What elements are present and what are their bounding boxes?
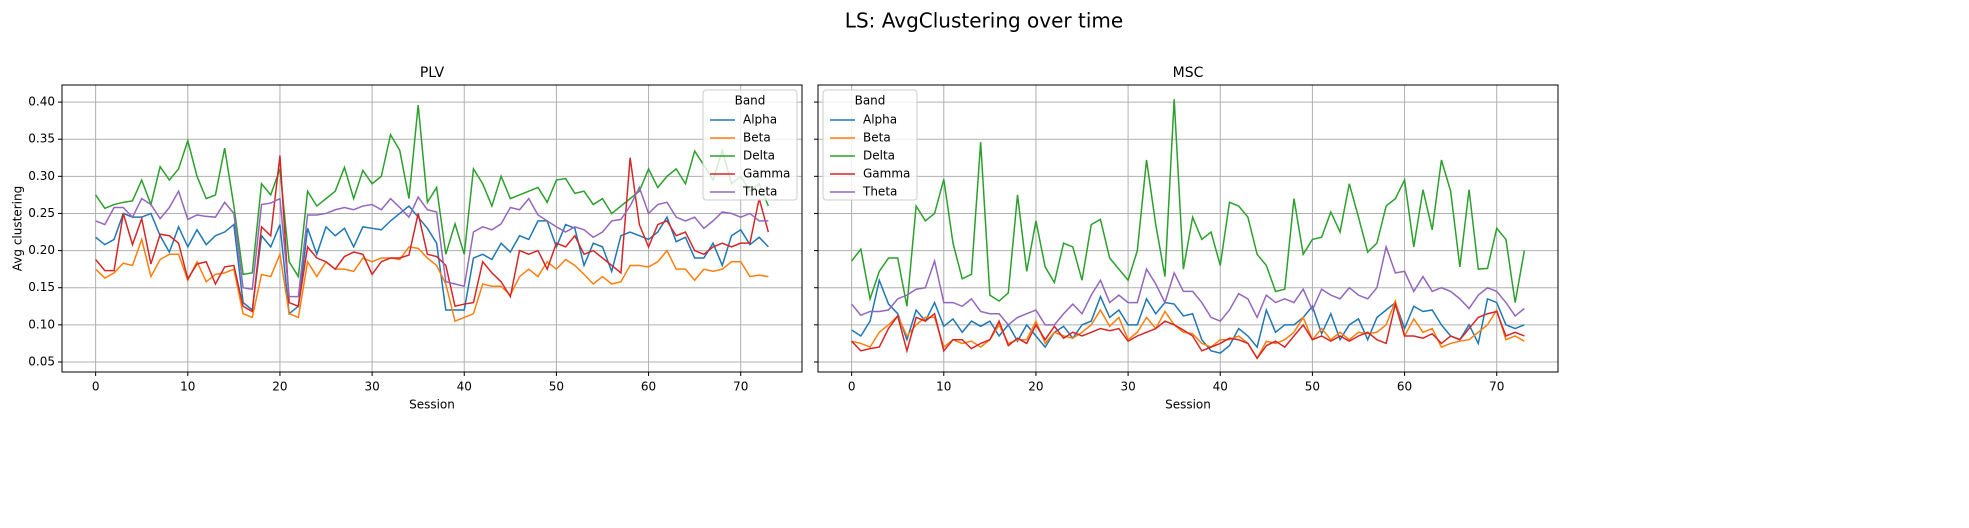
x-tick-label: 10 — [936, 380, 951, 394]
y-tick-label: 0.30 — [28, 169, 55, 183]
x-tick-label: 50 — [1305, 380, 1320, 394]
x-axis-label: Session — [1165, 398, 1211, 412]
x-tick-label: 0 — [92, 380, 100, 394]
legend-label: Beta — [743, 131, 771, 145]
axes-title: PLV — [420, 65, 445, 81]
figure-title: LS: AvgClustering over time — [845, 9, 1123, 33]
y-tick-label: 0.10 — [28, 317, 55, 331]
legend-label: Theta — [862, 185, 897, 199]
x-tick-label: 40 — [1213, 380, 1228, 394]
legend-label: Beta — [863, 131, 891, 145]
plot-area — [851, 99, 1526, 360]
legend-label: Gamma — [743, 167, 790, 181]
legend-title: Band — [735, 94, 766, 108]
x-tick-label: 30 — [364, 380, 379, 394]
series-line — [851, 301, 1525, 360]
legend-box — [822, 89, 918, 201]
series-line — [95, 236, 769, 323]
legend-label: Theta — [742, 185, 777, 199]
x-tick-label: 10 — [180, 380, 195, 394]
x-tick-label: 60 — [1397, 380, 1412, 394]
plot-area — [95, 104, 770, 323]
y-tick-label: 0.20 — [28, 243, 55, 257]
legend-label: Alpha — [863, 113, 897, 127]
legend-title: Band — [855, 94, 886, 108]
legend-box — [702, 89, 798, 201]
x-tick-label: 30 — [1120, 380, 1135, 394]
y-tick-label: 0.40 — [28, 95, 55, 109]
series-line — [95, 204, 769, 316]
legend-label: Delta — [863, 149, 895, 163]
series-line — [851, 298, 1525, 360]
x-axis-label: Session — [409, 398, 455, 412]
legend-label: Alpha — [743, 113, 777, 127]
y-axis-label: Avg clustering — [11, 186, 25, 271]
x-tick-label: 70 — [1489, 380, 1504, 394]
series-line — [95, 155, 770, 313]
y-tick-label: 0.15 — [28, 280, 55, 294]
legend-label: Delta — [743, 149, 775, 163]
series-line — [851, 244, 1525, 326]
x-tick-label: 20 — [1028, 380, 1043, 394]
series-line — [95, 104, 770, 279]
x-tick-label: 40 — [457, 380, 472, 394]
y-tick-label: 0.35 — [28, 132, 55, 146]
x-tick-label: 50 — [549, 380, 564, 394]
axes-title: MSC — [1173, 65, 1204, 81]
x-tick-label: 20 — [272, 380, 287, 394]
series-line — [851, 99, 1526, 307]
x-tick-label: 70 — [733, 380, 748, 394]
x-tick-label: 0 — [848, 380, 856, 394]
series-line — [95, 185, 769, 298]
axes-frame — [61, 84, 803, 373]
series-line — [851, 277, 1525, 354]
legend-label: Gamma — [863, 167, 910, 181]
x-tick-label: 60 — [641, 380, 656, 394]
y-tick-label: 0.25 — [28, 206, 55, 220]
y-tick-label: 0.05 — [28, 354, 55, 368]
axes-frame — [817, 84, 1559, 373]
